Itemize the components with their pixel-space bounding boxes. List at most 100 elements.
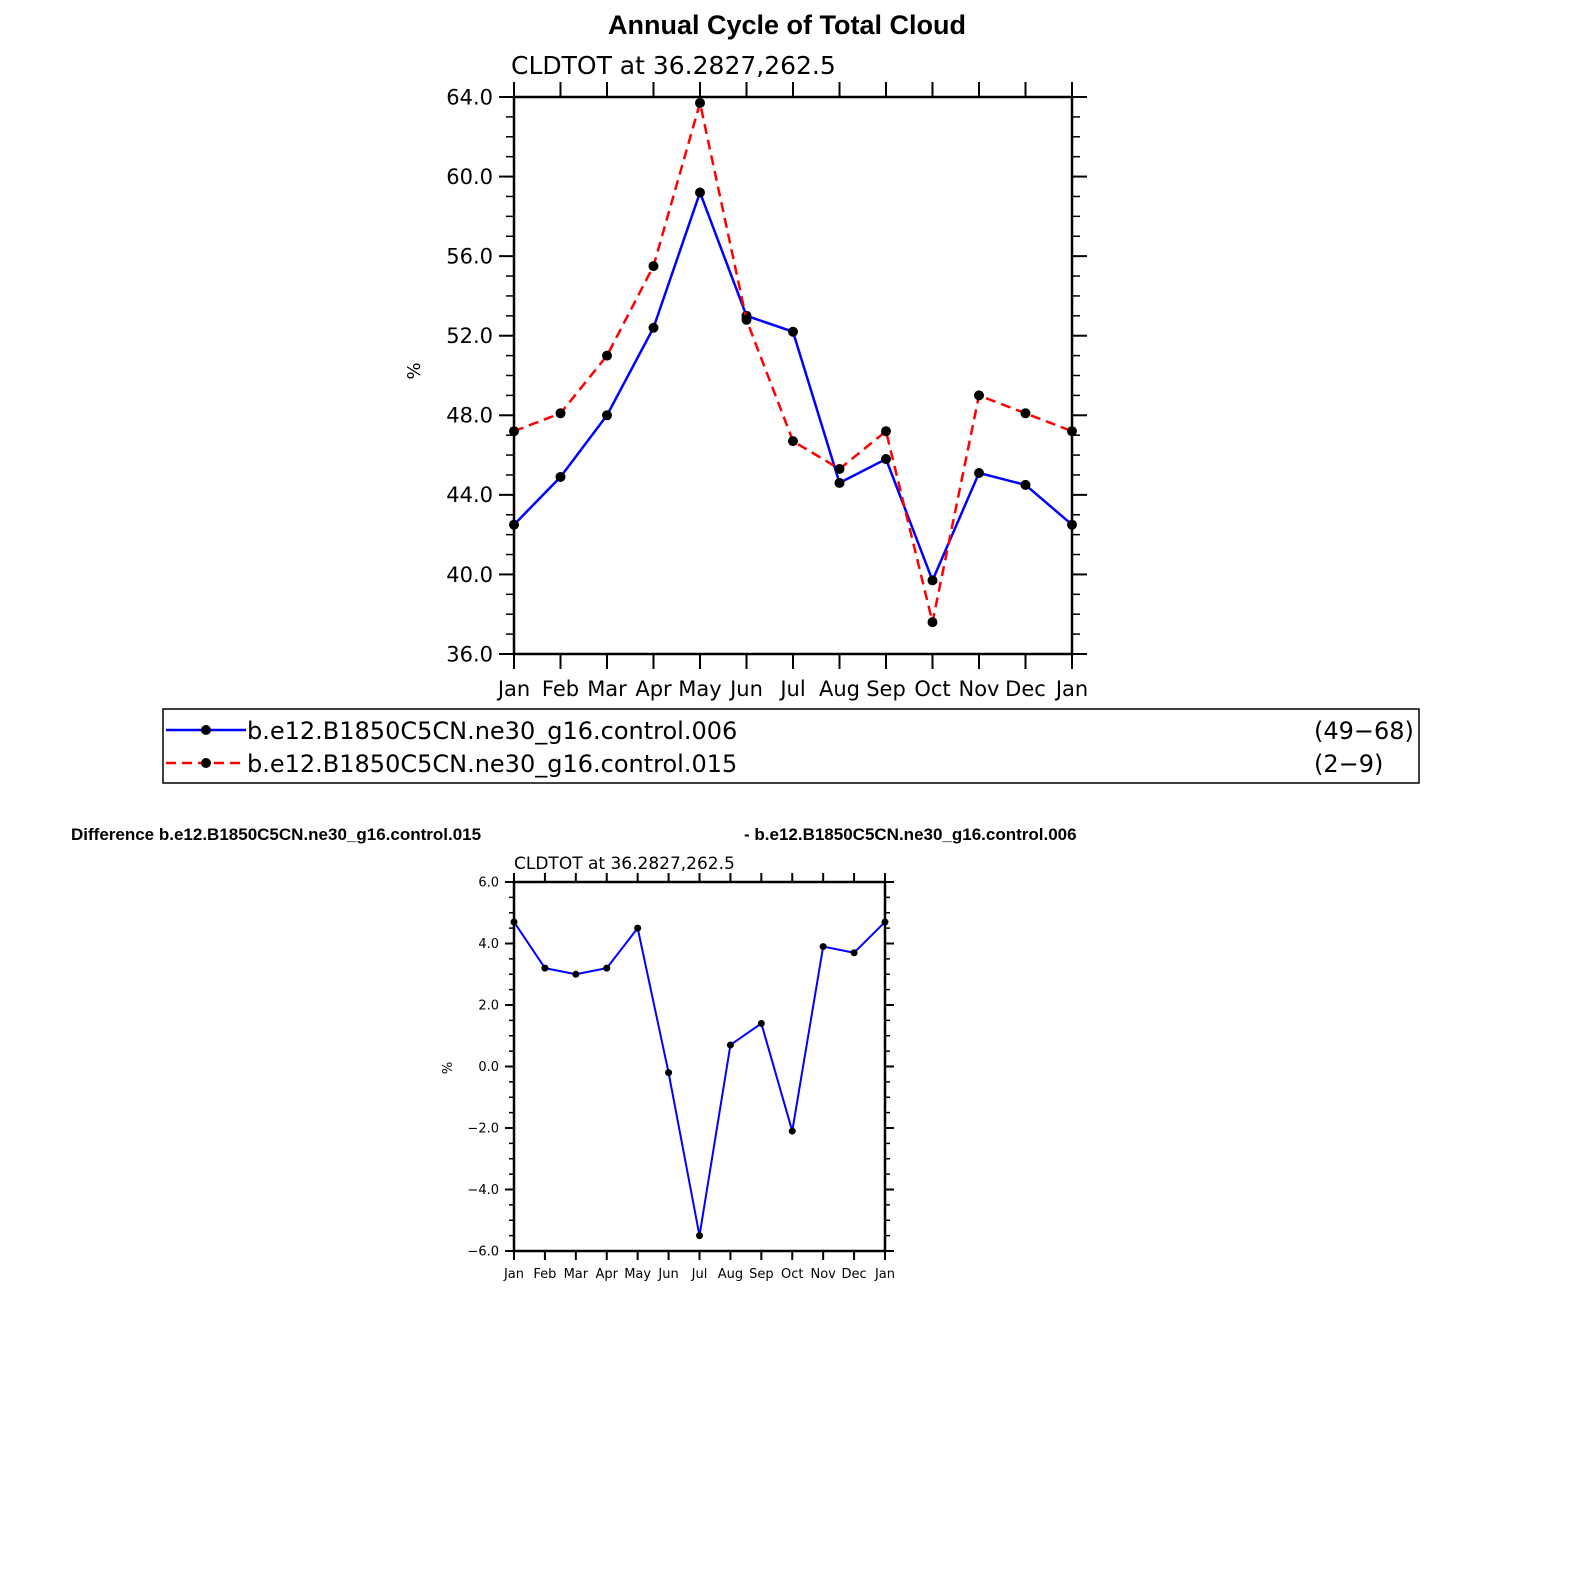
bottom-xtick-label: Jan [503,1267,524,1282]
legend-label-2: b.e12.B1850C5CN.ne30_g16.control.015 [247,750,737,778]
top-series-1-point [509,519,519,530]
bottom-xtick-label: Jun [657,1267,678,1282]
bottom-series-1-point [757,1019,765,1027]
bottom-series-1-point [788,1127,796,1135]
top-series-1-point [555,471,566,482]
top-ytick-label: 36.0 [446,642,493,666]
figure-title: Annual Cycle of Total Cloud [608,10,966,40]
top-series-1-point [881,454,891,465]
legend-years-2: (2−9) [1314,750,1383,778]
annual-cycle-plot: CLDTOT at 36.2827,262.5 % 36.0 40.0 44.0 48… [404,51,1088,701]
bottom-series-1-point [726,1041,734,1049]
bottom-xtick-label: Nov [810,1267,836,1282]
legend-label-1: b.e12.B1850C5CN.ne30_g16.control.006 [247,717,737,745]
top-series-2-point [741,314,752,325]
legend-marker-1 [201,725,211,735]
top-series-2-point [648,261,659,272]
top-series-group [509,97,1077,628]
bottom-series-1-point [819,943,827,951]
top-ytick-label: 44.0 [446,483,493,507]
top-series-1-point [788,326,798,337]
top-ytick-label: 40.0 [446,563,493,587]
top-xtick-label: Mar [587,677,627,701]
top-series-1-point [1020,479,1031,490]
bottom-ytick-label: −6.0 [467,1245,499,1260]
legend-box [162,708,1420,784]
diff-title-right: - b.e12.B1850C5CN.ne30_g16.control.006 [744,825,1077,844]
bottom-xtick-label: Dec [842,1267,867,1282]
top-ytick-label: 56.0 [446,244,493,268]
bottom-xtick-label: Feb [533,1267,556,1282]
bottom-series-1-point [881,918,889,926]
legend-marker-2 [201,758,211,768]
top-subtitle: CLDTOT at 36.2827,262.5 [511,51,836,80]
top-series-1-point [695,187,705,198]
top-series-2-point [834,463,845,474]
bottom-xtick-label: Apr [596,1267,619,1282]
top-ylabel: % [404,362,425,379]
bottom-xtick-label: Sep [749,1267,774,1282]
difference-plot: CLDTOT at 36.2827,262.5 % −6.0 −4.0 −2.0 0.… [441,854,895,1282]
top-series-2-point [788,436,798,447]
bottom-series-1-point [850,949,858,957]
bottom-xtick-label: Jan [874,1267,895,1282]
top-xtick-label: Nov [959,677,1000,701]
top-xtick-label: Feb [542,677,579,701]
bottom-xtick-label: Aug [718,1267,743,1282]
top-series-line-1 [513,191,1073,582]
top-series-1-point [602,410,612,421]
bottom-series-line-1 [513,921,886,1237]
top-series-2-point [509,426,519,437]
bottom-series-1-point [696,1232,703,1240]
legend-entry-2: b.e12.B1850C5CN.ne30_g16.control.015 (2−… [166,750,1383,778]
top-series-2-point [1067,426,1077,437]
top-series-1-point [927,575,938,586]
bottom-ytick-label: 6.0 [478,876,499,891]
bottom-axes: −6.0 −4.0 −2.0 0.0 2.0 4.0 6.0 Jan Feb Mar Apr May J… [467,873,895,1282]
bottom-ytick-label: −2.0 [467,1122,499,1137]
legend: b.e12.B1850C5CN.ne30_g16.control.006 (49… [162,708,1420,784]
top-series-2-point [602,350,612,361]
legend-entry-1: b.e12.B1850C5CN.ne30_g16.control.006 (49… [166,717,1414,745]
top-xtick-label: Oct [914,677,950,701]
top-series-2-point [1020,408,1031,419]
top-series-1-point [1067,519,1077,530]
top-series-1-point [974,467,984,478]
bottom-series-1-point [510,918,518,926]
bottom-subtitle: CLDTOT at 36.2827,262.5 [514,854,735,874]
bottom-ytick-label: 2.0 [478,999,499,1014]
top-plot-frame [512,95,1074,656]
legend-years-1: (49−68) [1314,717,1414,745]
bottom-xtick-label: May [624,1267,651,1282]
diff-title-left: Difference b.e12.B1850C5CN.ne30_g16.cont… [71,825,481,844]
bottom-ytick-label: 4.0 [478,937,499,952]
top-axes: 36.0 40.0 44.0 48.0 52.0 56.0 60.0 64.0 Jan Feb Ma… [446,82,1088,701]
top-ytick-label: 52.0 [446,324,493,348]
top-series-2-point [881,426,891,437]
top-series-2-point [974,390,984,401]
bottom-series-1-point [572,970,580,978]
top-xtick-label: Aug [819,677,860,701]
top-xtick-label: Jul [778,677,805,701]
bottom-xtick-label: Jul [691,1267,708,1282]
bottom-plot-frame [512,880,887,1253]
top-xtick-label: Sep [866,677,906,701]
top-xtick-label: Apr [635,677,672,701]
bottom-series-1-point [603,964,611,972]
bottom-series-1-point [665,1069,673,1077]
top-series-2-point [695,97,705,108]
top-ytick-label: 60.0 [446,165,493,189]
bottom-xtick-label: Oct [781,1267,803,1282]
bottom-series-group [510,918,889,1240]
top-series-1-point [648,322,659,333]
bottom-xtick-label: Mar [564,1267,589,1282]
top-series-1-point [834,477,845,488]
top-series-line-2 [513,101,1073,624]
bottom-ylabel: % [441,1062,456,1074]
top-xtick-label: Jun [728,677,763,701]
bottom-series-1-point [634,924,642,932]
top-xtick-label: Jan [1054,677,1088,701]
bottom-ytick-label: −4.0 [467,1183,499,1198]
bottom-series-1-point [541,964,549,972]
